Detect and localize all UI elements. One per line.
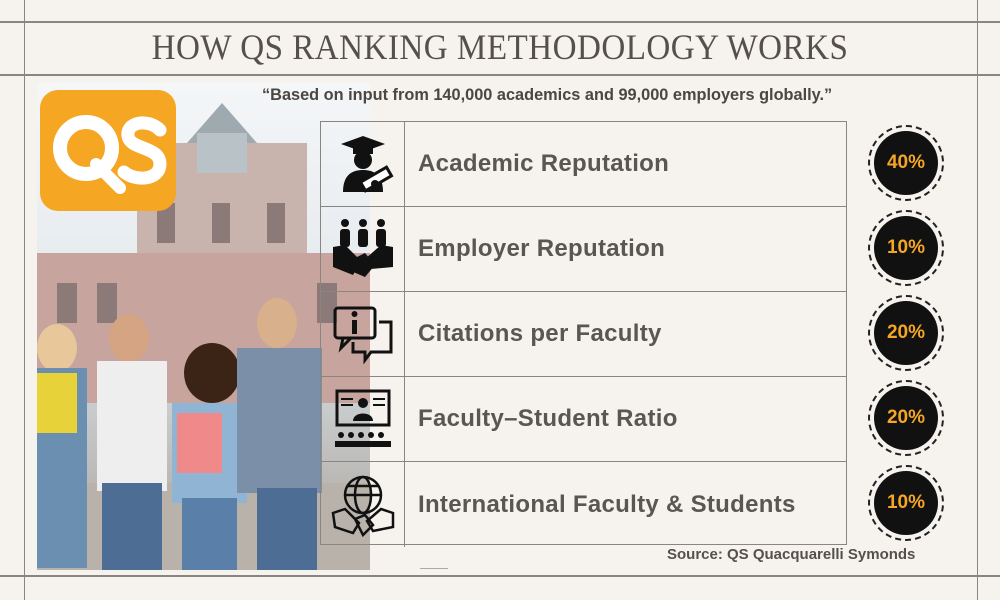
criteria-table: Academic Reputation Employer Reputation … [320, 121, 847, 547]
weight-value: 40% [874, 131, 938, 195]
weight-badge-international: 10% [868, 465, 944, 541]
lecture-audience-icon [334, 389, 391, 447]
info-chat-icon [333, 306, 392, 365]
globe-handshake-icon [331, 475, 394, 537]
frame-line-left [24, 0, 25, 600]
quote-text: “Based on input from 140,000 academics a… [262, 85, 833, 104]
criteria-row-academic: Academic Reputation [321, 122, 846, 207]
graduate-diploma-icon [340, 136, 394, 193]
frame-line-top [0, 21, 1000, 23]
criteria-label: International Faculty & Students [418, 490, 796, 518]
handshake-people-icon [332, 219, 393, 277]
frame-line-bottom [0, 575, 1000, 577]
weight-badge-employer: 10% [868, 210, 944, 286]
weight-badge-citations: 20% [868, 295, 944, 371]
qs-logo [40, 90, 176, 211]
weight-badge-faculty-student: 20% [868, 380, 944, 456]
page-title: HOW QS RANKING METHODOLOGY WORKS [151, 27, 849, 67]
weight-value: 10% [874, 471, 938, 535]
criteria-label: Citations per Faculty [418, 320, 662, 347]
arrow-decoration [420, 568, 448, 569]
weight-value: 20% [874, 301, 938, 365]
criteria-row-faculty-student: Faculty–Student Ratio [321, 377, 846, 462]
frame-line-title [0, 74, 1000, 76]
criteria-label: Academic Reputation [418, 150, 670, 177]
source-text: Source: QS Quacquarelli Symonds [667, 546, 916, 563]
criteria-label: Faculty–Student Ratio [418, 405, 678, 432]
criteria-label: Employer Reputation [418, 235, 666, 262]
weight-badge-academic: 40% [868, 125, 944, 201]
students-photo [37, 83, 370, 570]
criteria-row-employer: Employer Reputation [321, 207, 846, 292]
frame-line-right [977, 0, 978, 600]
criteria-row-international: International Faculty & Students [321, 462, 846, 547]
weight-value: 20% [874, 386, 938, 450]
criteria-row-citations: Citations per Faculty [321, 292, 846, 377]
weight-value: 10% [874, 216, 938, 280]
